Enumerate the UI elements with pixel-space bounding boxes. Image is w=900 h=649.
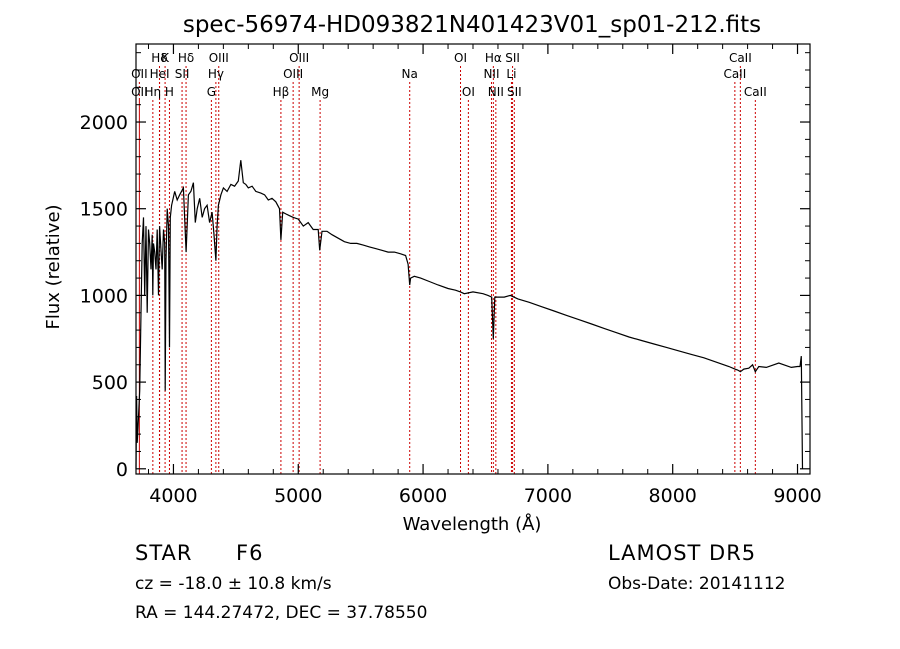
line-label-25: NII — [488, 85, 504, 99]
line-label-20: H — [165, 85, 174, 99]
line-label-11: SII — [175, 67, 190, 81]
plot-frame — [135, 43, 811, 475]
line-label-26: SII — [507, 85, 522, 99]
y-axis-label: Flux (relative) — [43, 204, 64, 329]
x-axis-label: Wavelength (Å) — [403, 513, 542, 535]
subclass: F6 — [236, 541, 264, 565]
spectrum-line — [135, 160, 804, 469]
y-tick-label-1: 500 — [92, 372, 128, 394]
line-label-19: Hη — [145, 85, 162, 99]
line-label-7: SII — [505, 51, 520, 65]
line-label-4: OIII — [289, 51, 309, 65]
line-label-10: HeI — [150, 67, 170, 81]
line-label-1: K — [161, 51, 170, 65]
line-label-14: Na — [402, 67, 418, 81]
x-tick-label-2: 6000 — [399, 485, 447, 507]
line-label-13: OIII — [283, 67, 303, 81]
line-markers — [138, 66, 756, 474]
x-tick-label-0: 4000 — [149, 485, 197, 507]
obs-date: Obs-Date: 20141112 — [608, 574, 786, 594]
line-label-2: Hδ — [178, 51, 194, 65]
line-label-22: Hβ — [273, 85, 290, 99]
line-label-18: OII — [131, 85, 148, 99]
x-tick-label-1: 5000 — [274, 485, 322, 507]
object-type: STAR — [135, 541, 193, 565]
line-label-6: Hα — [485, 51, 502, 65]
line-label-5: OI — [454, 51, 467, 65]
line-label-21: G — [207, 85, 216, 99]
redshift-text: cz = -18.0 ± 10.8 km/s — [135, 574, 332, 594]
x-tick-label-4: 8000 — [649, 485, 697, 507]
line-label-17: CaII — [723, 67, 746, 81]
line-label-9: OII — [131, 67, 148, 81]
line-label-0: Hδ — [151, 51, 167, 65]
y-axis-ticks: 0 500 1000 1500 2000 — [80, 52, 810, 481]
line-label-16: Li — [506, 67, 516, 81]
y-tick-label-3: 1500 — [80, 199, 128, 221]
chart-title: spec-56974-HD093821N401423V01_sp01-212.f… — [183, 12, 761, 38]
line-label-23: Mg — [311, 85, 329, 99]
line-label-15: NII — [483, 67, 499, 81]
line-label-27: CaII — [744, 85, 767, 99]
line-label-12: Hγ — [208, 67, 224, 81]
survey-label: LAMOST DR5 — [608, 541, 757, 565]
line-label-3: OIII — [209, 51, 229, 65]
x-tick-label-5: 9000 — [773, 485, 821, 507]
coordinates: RA = 144.27472, DEC = 37.78550 — [135, 603, 428, 623]
y-tick-label-2: 1000 — [80, 285, 128, 307]
x-axis-ticks: 4000 5000 6000 7000 8000 9000 — [147, 44, 822, 507]
line-label-24: OI — [462, 85, 475, 99]
x-tick-label-3: 7000 — [524, 485, 572, 507]
y-tick-label-4: 2000 — [80, 112, 128, 134]
y-tick-label-0: 0 — [116, 459, 128, 481]
line-label-8: CaII — [729, 51, 752, 65]
